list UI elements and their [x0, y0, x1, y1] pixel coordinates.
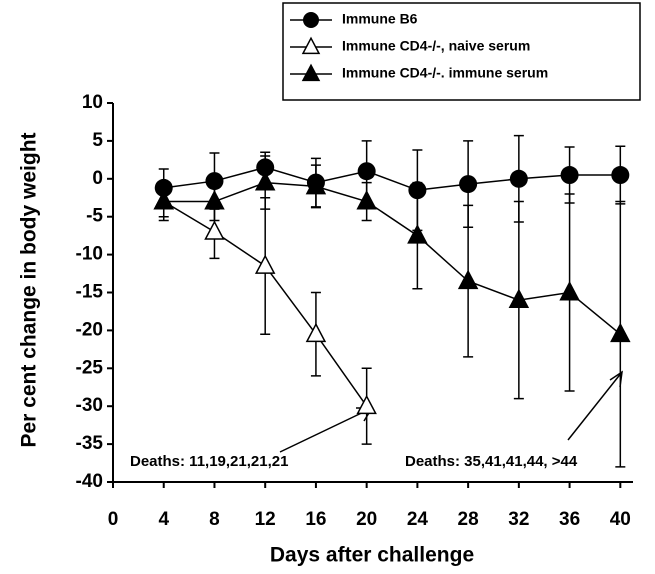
legend-label: Immune B6: [342, 11, 418, 27]
marker: [457, 269, 479, 290]
marker: [153, 190, 174, 210]
arrows: [279, 370, 623, 453]
x-tick-label: 28: [458, 509, 479, 530]
marker: [301, 63, 321, 82]
y-tick-label: -10: [76, 244, 103, 265]
marker: [611, 166, 630, 185]
legend-label: Immune CD4-/-, naive serum: [342, 38, 530, 54]
marker: [559, 280, 580, 301]
y-tick-label: -20: [76, 319, 103, 340]
legend-label: Immune CD4-/-. immune serum: [342, 65, 548, 81]
marker: [560, 166, 579, 185]
x-tick-label: 4: [158, 509, 169, 530]
marker: [508, 288, 530, 309]
marker: [509, 169, 528, 188]
y-tick-label: 5: [92, 130, 103, 151]
annotation: Deaths: 11,19,21,21,21: [130, 453, 288, 470]
series-line: [163, 166, 621, 191]
y-tick-label: -35: [76, 433, 104, 454]
marker: [305, 174, 327, 195]
legend-box: [282, 2, 641, 101]
y-tick-label: 10: [82, 92, 103, 113]
y-tick-label: -30: [76, 395, 103, 416]
x-tick-label: 8: [209, 509, 220, 530]
marker: [254, 171, 276, 191]
marker: [407, 224, 428, 244]
y-tick-label: -40: [76, 471, 103, 492]
marker: [357, 162, 376, 181]
marker: [459, 175, 478, 194]
x-tick-label: 0: [108, 509, 119, 530]
y-tick-label: -5: [86, 206, 103, 227]
marker: [204, 190, 225, 210]
x-tick-label: 32: [508, 509, 529, 530]
arrow: [567, 371, 623, 441]
y-tick-label: -15: [76, 282, 104, 303]
marker: [305, 322, 327, 343]
x-axis-title: Days after challenge: [270, 544, 474, 567]
x-tick-label: 36: [559, 509, 580, 530]
marker: [301, 36, 321, 55]
x-tick-label: 16: [305, 509, 326, 530]
marker: [303, 12, 319, 28]
arrow: [279, 407, 373, 453]
x-tick-label: 20: [356, 509, 377, 530]
y-axis-title: Per cent change in body weight: [18, 132, 41, 447]
x-tick-label: 12: [255, 509, 276, 530]
series-line: [163, 181, 621, 335]
marker: [254, 254, 276, 274]
marker: [204, 220, 225, 240]
annotation: Deaths: 35,41,41,44, >44: [405, 453, 578, 470]
marker: [356, 190, 377, 210]
x-tick-label: 24: [407, 509, 429, 530]
marker: [356, 394, 377, 415]
marker: [610, 322, 631, 343]
x-tick-label: 40: [610, 509, 631, 530]
marker: [205, 172, 224, 191]
y-tick-label: 0: [92, 168, 103, 189]
y-tick-label: -25: [76, 357, 104, 378]
